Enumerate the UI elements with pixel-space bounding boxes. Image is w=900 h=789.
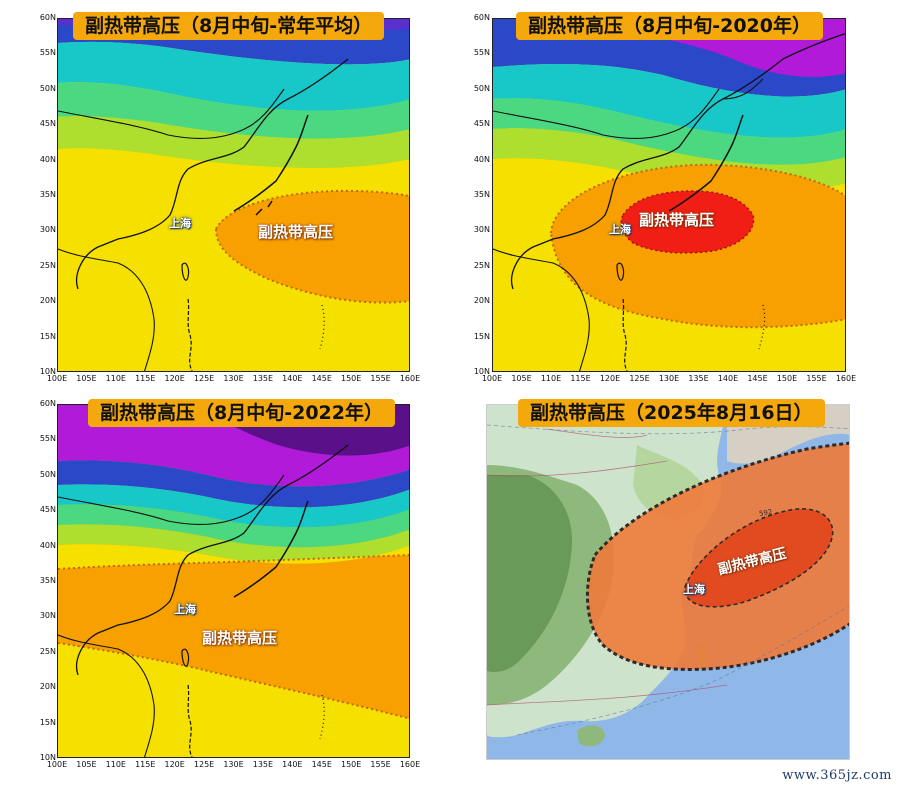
panel-2020: 上海 副热带高压 副热带高压（8月中旬-2020年） 60N 55N 50N 45N 4…: [450, 0, 900, 392]
lon-tick-label: 115E: [135, 760, 156, 769]
lon-tick-label: 160E: [399, 374, 421, 383]
lat-tick-label: 15N: [473, 331, 490, 341]
lat-tick-label: 50N: [39, 469, 56, 479]
lon-tick-label: 115E: [135, 374, 156, 383]
lat-tick-label: 15N: [39, 717, 56, 727]
lat-tick-label: 50N: [473, 83, 490, 93]
panel-title: 副热带高压（2025年8月16日）: [518, 399, 825, 427]
lon-tick-label: 155E: [806, 374, 827, 383]
lat-tick-label: 45N: [473, 119, 490, 129]
lon-tick-label: 140E: [717, 374, 739, 383]
lon-tick-label: 145E: [311, 760, 332, 769]
lat-tick-label: 40N: [39, 154, 56, 164]
lon-tick-label: 130E: [223, 374, 244, 383]
terrain-map: [487, 405, 849, 759]
lon-tick-label: 125E: [193, 374, 215, 383]
lat-tick-label: 25N: [39, 260, 56, 270]
lat-tick-label: 55N: [473, 48, 490, 58]
lat-tick-label: 10N: [39, 367, 56, 376]
city-label-shanghai: 上海: [609, 223, 631, 236]
panel-title: 副热带高压（8月中旬-2020年）: [516, 12, 823, 40]
lon-tick-label: 130E: [223, 760, 244, 769]
high-pressure-label: 副热带高压: [639, 211, 715, 229]
map-2022: 上海 副热带高压: [57, 404, 410, 758]
lon-tick-label: 160E: [835, 374, 857, 383]
lon-tick-label: 140E: [282, 374, 303, 383]
city-label-shanghai: 上海: [683, 583, 705, 596]
lat-tick-label: 55N: [39, 48, 56, 58]
lon-tick-label: 105E: [76, 760, 97, 769]
lat-tick-label: 20N: [473, 296, 490, 306]
lon-tick-label: 150E: [340, 374, 362, 383]
lon-tick-label: 100E: [46, 374, 68, 383]
lon-tick-label: 160E: [399, 760, 421, 769]
lon-tick-label: 130E: [658, 374, 680, 383]
contour-field: [58, 19, 409, 371]
lon-tick-label: 105E: [76, 374, 97, 383]
lon-tick-label: 100E: [46, 760, 68, 769]
city-label-shanghai: 上海: [174, 603, 196, 616]
lat-tick-label: 50N: [39, 83, 56, 93]
high-pressure-label: 副热带高压: [202, 629, 278, 647]
lon-tick-label: 135E: [688, 374, 709, 383]
lat-tick-label: 10N: [39, 753, 56, 762]
lat-tick-label: 30N: [39, 611, 56, 621]
lat-tick-label: 25N: [39, 646, 56, 656]
lon-tick-label: 145E: [311, 374, 332, 383]
lat-tick-label: 15N: [39, 331, 56, 341]
lat-tick-label: 30N: [39, 225, 56, 235]
panel-climatology: 上海 副热带高压 副热带高压（8月中旬-常年平均） 60N 55N 50N 45N 40…: [0, 0, 450, 392]
lon-tick-label: 100E: [481, 374, 503, 383]
lat-tick-label: 60N: [39, 13, 56, 22]
lon-tick-label: 110E: [105, 374, 126, 383]
lon-tick-label: 125E: [193, 760, 215, 769]
high-pressure-label: 副热带高压: [258, 223, 334, 241]
lat-tick-label: 10N: [473, 367, 490, 376]
panel-title: 副热带高压（8月中旬-常年平均）: [73, 12, 385, 40]
lon-tick-label: 105E: [511, 374, 532, 383]
lat-tick-label: 25N: [473, 260, 490, 270]
lon-tick-label: 120E: [164, 760, 185, 769]
map-2020: 上海 副热带高压: [492, 18, 846, 372]
site-watermark: www.365jz.com: [782, 768, 892, 783]
lon-tick-label: 115E: [570, 374, 591, 383]
lat-tick-label: 20N: [39, 682, 56, 692]
lat-tick-label: 55N: [39, 434, 56, 444]
lat-tick-label: 60N: [39, 399, 56, 408]
panel-title: 副热带高压（8月中旬-2022年）: [88, 399, 395, 427]
lon-tick-label: 120E: [599, 374, 621, 383]
contour-field: [493, 19, 845, 371]
lat-tick-label: 30N: [473, 225, 490, 235]
contour-field: [58, 405, 409, 757]
panel-2025-08-16: 上海 副热带高压 592 副热带高压（2025年8月16日）: [450, 392, 900, 789]
city-label-shanghai: 上海: [169, 217, 191, 230]
lon-tick-label: 145E: [747, 374, 768, 383]
lon-tick-label: 140E: [282, 760, 303, 769]
map-2025-08-16: 上海 副热带高压 592: [486, 404, 850, 760]
lon-tick-label: 110E: [105, 760, 126, 769]
lat-tick-label: 35N: [473, 190, 490, 199]
lat-tick-label: 45N: [39, 119, 56, 129]
lat-tick-label: 20N: [39, 296, 56, 306]
map-climatology: 上海 副热带高压: [57, 18, 410, 372]
lat-tick-label: 45N: [39, 505, 56, 515]
lat-tick-label: 35N: [39, 190, 56, 199]
lon-tick-label: 120E: [164, 374, 185, 383]
lat-tick-label: 35N: [39, 576, 56, 585]
lon-tick-label: 110E: [540, 374, 562, 383]
lon-tick-label: 135E: [252, 374, 274, 383]
lat-tick-label: 40N: [473, 154, 490, 164]
panel-2022: 上海 副热带高压 副热带高压（8月中旬-2022年） 60N 55N 50N 45N 4…: [0, 392, 450, 789]
lon-tick-label: 155E: [370, 374, 391, 383]
lat-tick-label: 60N: [473, 13, 490, 22]
lon-tick-label: 125E: [629, 374, 650, 383]
lat-tick-label: 40N: [39, 540, 56, 550]
lon-tick-label: 135E: [252, 760, 274, 769]
lon-tick-label: 150E: [340, 760, 362, 769]
lon-tick-label: 150E: [776, 374, 798, 383]
lon-tick-label: 155E: [370, 760, 391, 769]
